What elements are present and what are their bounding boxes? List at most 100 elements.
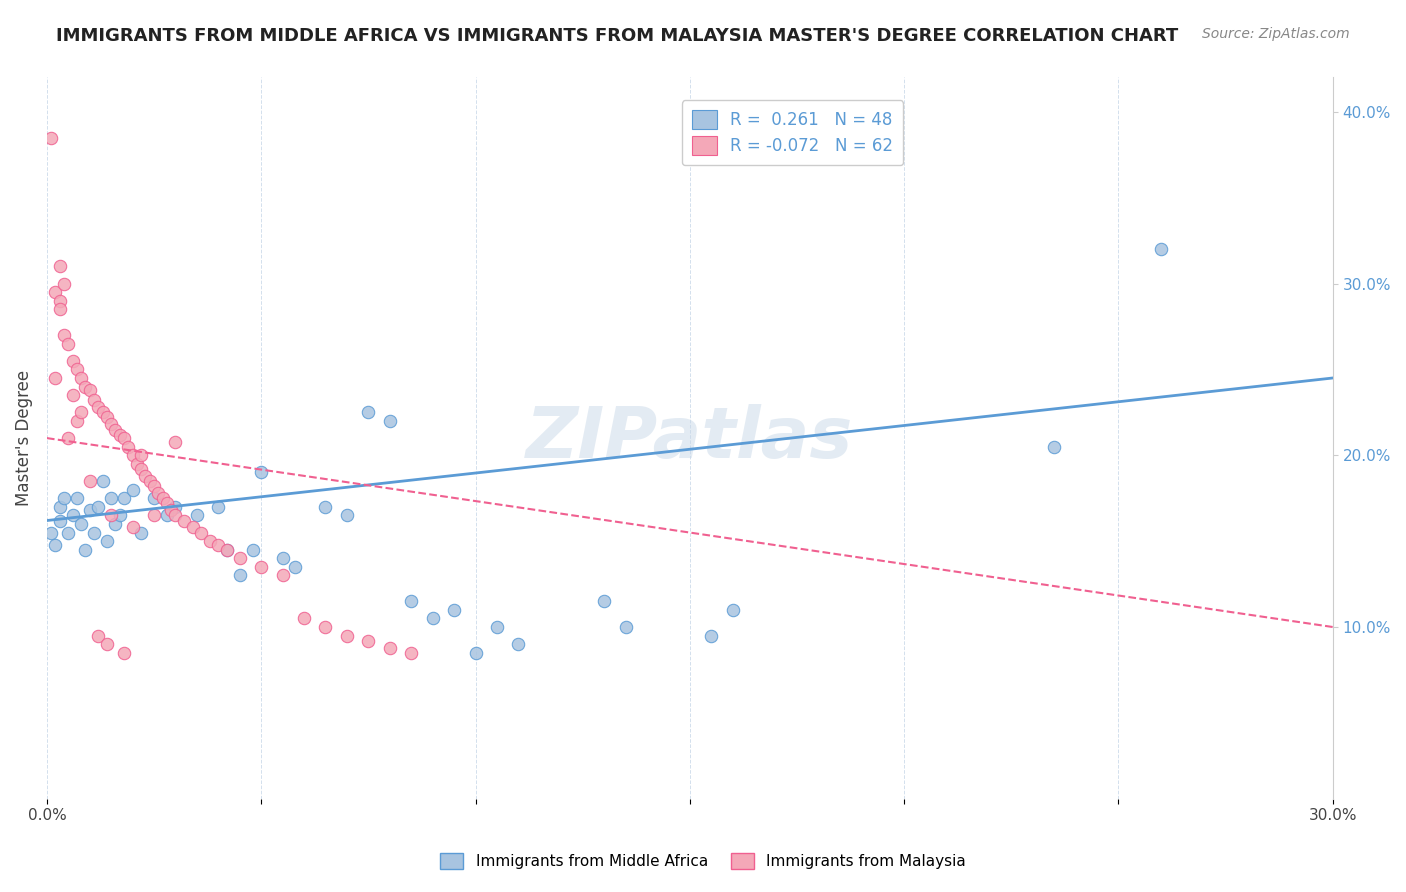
Point xyxy=(143,508,166,523)
Point xyxy=(721,603,744,617)
Point xyxy=(87,500,110,514)
Point xyxy=(117,440,139,454)
Point xyxy=(700,629,723,643)
Point xyxy=(357,405,380,419)
Point xyxy=(48,260,70,274)
Point xyxy=(173,514,195,528)
Point xyxy=(108,427,131,442)
Point xyxy=(198,534,221,549)
Point xyxy=(148,486,170,500)
Point xyxy=(271,568,294,582)
Point xyxy=(121,520,143,534)
Point xyxy=(79,383,101,397)
Point xyxy=(66,414,89,428)
Point xyxy=(53,328,76,343)
Point xyxy=(614,620,637,634)
Point xyxy=(357,633,380,648)
Point xyxy=(108,508,131,523)
Point xyxy=(485,620,508,634)
Point xyxy=(66,491,89,506)
Point xyxy=(100,491,122,506)
Point xyxy=(87,400,110,414)
Point xyxy=(96,534,118,549)
Point xyxy=(96,637,118,651)
Point xyxy=(62,354,84,368)
Point xyxy=(250,560,273,574)
Point xyxy=(70,516,93,531)
Point xyxy=(1150,242,1173,256)
Point xyxy=(378,414,401,428)
Point xyxy=(190,525,212,540)
Point xyxy=(104,423,127,437)
Point xyxy=(181,520,204,534)
Point xyxy=(70,371,93,385)
Point xyxy=(422,611,444,625)
Point xyxy=(152,491,174,506)
Point xyxy=(44,538,66,552)
Point xyxy=(129,525,152,540)
Point xyxy=(378,640,401,655)
Point xyxy=(121,448,143,462)
Y-axis label: Master's Degree: Master's Degree xyxy=(15,370,32,506)
Point xyxy=(100,417,122,432)
Point xyxy=(315,500,337,514)
Point xyxy=(165,500,187,514)
Point xyxy=(129,448,152,462)
Point xyxy=(134,469,156,483)
Point xyxy=(112,491,135,506)
Text: ZIPatlas: ZIPatlas xyxy=(526,403,853,473)
Point xyxy=(207,500,229,514)
Point xyxy=(44,371,66,385)
Point xyxy=(593,594,616,608)
Point xyxy=(242,542,264,557)
Point xyxy=(139,474,162,488)
Point xyxy=(58,431,80,445)
Point xyxy=(464,646,486,660)
Point xyxy=(66,362,89,376)
Point xyxy=(44,285,66,299)
Point xyxy=(1043,440,1066,454)
Text: IMMIGRANTS FROM MIDDLE AFRICA VS IMMIGRANTS FROM MALAYSIA MASTER'S DEGREE CORREL: IMMIGRANTS FROM MIDDLE AFRICA VS IMMIGRA… xyxy=(56,27,1178,45)
Point xyxy=(91,405,114,419)
Point xyxy=(70,405,93,419)
Point xyxy=(215,542,238,557)
Point xyxy=(91,474,114,488)
Point xyxy=(79,474,101,488)
Legend: R =  0.261   N = 48, R = -0.072   N = 62: R = 0.261 N = 48, R = -0.072 N = 62 xyxy=(682,100,904,165)
Point xyxy=(83,525,105,540)
Point xyxy=(336,629,359,643)
Point xyxy=(156,496,179,510)
Point xyxy=(284,560,307,574)
Point xyxy=(48,514,70,528)
Point xyxy=(160,503,183,517)
Point xyxy=(125,457,148,471)
Point xyxy=(143,479,166,493)
Point xyxy=(229,551,252,566)
Point xyxy=(58,525,80,540)
Point xyxy=(443,603,465,617)
Point xyxy=(48,293,70,308)
Point xyxy=(112,646,135,660)
Point xyxy=(87,629,110,643)
Point xyxy=(39,130,62,145)
Point xyxy=(186,508,208,523)
Point xyxy=(156,508,179,523)
Legend: Immigrants from Middle Africa, Immigrants from Malaysia: Immigrants from Middle Africa, Immigrant… xyxy=(434,847,972,875)
Point xyxy=(53,277,76,291)
Point xyxy=(121,483,143,497)
Point xyxy=(58,336,80,351)
Point xyxy=(62,508,84,523)
Point xyxy=(271,551,294,566)
Point xyxy=(399,646,422,660)
Point xyxy=(48,500,70,514)
Point xyxy=(250,466,273,480)
Point xyxy=(112,431,135,445)
Point xyxy=(75,379,97,393)
Point xyxy=(215,542,238,557)
Point xyxy=(83,393,105,408)
Point xyxy=(96,410,118,425)
Point xyxy=(207,538,229,552)
Point xyxy=(292,611,315,625)
Point xyxy=(315,620,337,634)
Point xyxy=(104,516,127,531)
